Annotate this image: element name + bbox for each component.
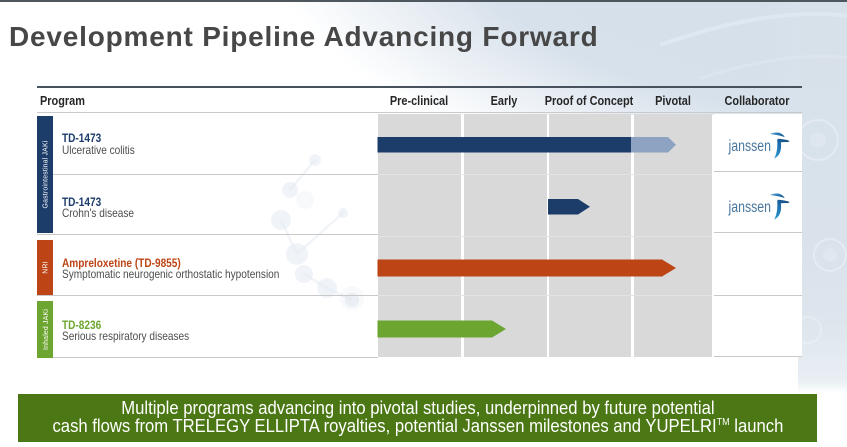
svg-text:janssen: janssen (728, 199, 771, 216)
svg-text:janssen: janssen (728, 138, 771, 155)
